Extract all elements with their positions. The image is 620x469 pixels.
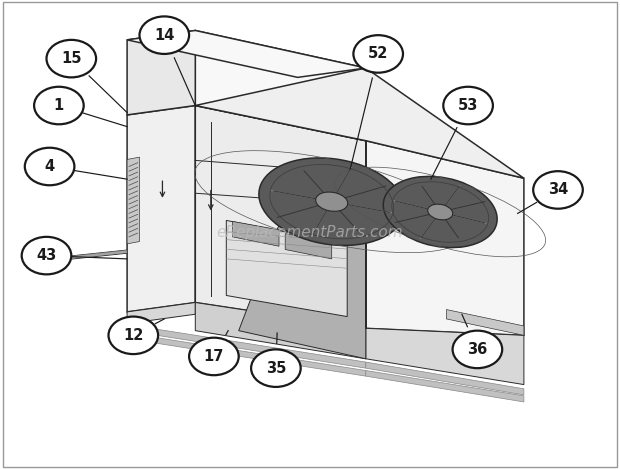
Polygon shape	[127, 30, 195, 115]
Polygon shape	[366, 328, 524, 385]
Ellipse shape	[108, 317, 158, 354]
Polygon shape	[195, 30, 366, 141]
Ellipse shape	[428, 204, 453, 220]
Polygon shape	[226, 220, 347, 317]
Polygon shape	[446, 310, 524, 335]
Polygon shape	[48, 255, 62, 263]
Ellipse shape	[443, 87, 493, 124]
Ellipse shape	[34, 87, 84, 124]
Text: 12: 12	[123, 328, 143, 343]
Text: 36: 36	[467, 342, 487, 357]
Polygon shape	[127, 325, 366, 368]
Text: 43: 43	[37, 248, 56, 263]
Ellipse shape	[453, 331, 502, 368]
Ellipse shape	[22, 237, 71, 274]
Text: eReplacementParts.com: eReplacementParts.com	[216, 225, 404, 240]
Text: 34: 34	[548, 182, 568, 197]
Text: 35: 35	[266, 361, 286, 376]
Polygon shape	[195, 68, 524, 178]
Ellipse shape	[316, 192, 348, 212]
Polygon shape	[127, 30, 366, 77]
Ellipse shape	[383, 176, 497, 248]
Text: 4: 4	[45, 159, 55, 174]
Polygon shape	[285, 234, 332, 259]
Ellipse shape	[533, 171, 583, 209]
Text: 14: 14	[154, 28, 174, 43]
Text: 53: 53	[458, 98, 478, 113]
Ellipse shape	[189, 338, 239, 375]
Polygon shape	[366, 371, 524, 402]
Polygon shape	[127, 106, 195, 312]
Polygon shape	[127, 303, 195, 324]
Text: 15: 15	[61, 51, 82, 66]
Polygon shape	[127, 333, 366, 376]
Ellipse shape	[140, 16, 189, 54]
Ellipse shape	[25, 148, 74, 185]
Polygon shape	[366, 362, 524, 395]
Ellipse shape	[259, 158, 404, 245]
Text: 17: 17	[204, 349, 224, 364]
Polygon shape	[195, 106, 366, 328]
Polygon shape	[239, 209, 366, 359]
Polygon shape	[195, 303, 366, 359]
Polygon shape	[56, 250, 127, 261]
Polygon shape	[366, 141, 524, 335]
Polygon shape	[127, 157, 140, 244]
Text: 52: 52	[368, 46, 388, 61]
Polygon shape	[232, 221, 279, 246]
Text: 1: 1	[54, 98, 64, 113]
Ellipse shape	[251, 349, 301, 387]
Ellipse shape	[46, 40, 96, 77]
Ellipse shape	[353, 35, 403, 73]
